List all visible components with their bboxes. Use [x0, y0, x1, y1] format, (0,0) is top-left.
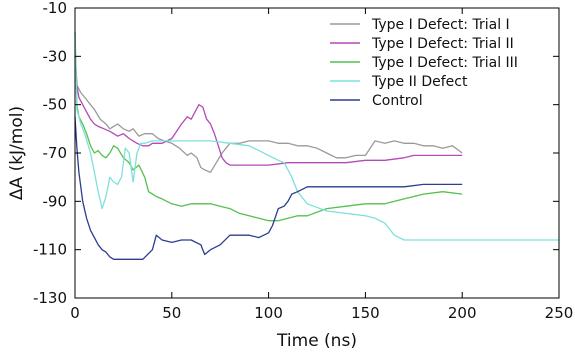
series-line-3 [74, 32, 463, 222]
x-tick-label: 0 [70, 304, 80, 322]
legend-label-1: Type I Defect: Trial I [371, 17, 510, 33]
y-tick-label: -50 [43, 96, 68, 114]
y-tick-label: -130 [33, 289, 67, 307]
series-line-2 [74, 56, 463, 166]
legend: Type I Defect: Trial I Type I Defect: Tri… [330, 17, 518, 109]
series-line-1 [74, 44, 463, 173]
series-line-4 [74, 32, 559, 241]
series-line-5 [74, 116, 463, 260]
x-tick-label: 250 [545, 304, 574, 322]
legend-label-4: Type II Defect [371, 74, 468, 90]
y-tick-label: -30 [43, 47, 68, 65]
plot-lines [74, 32, 559, 260]
x-tick-label: 150 [351, 304, 380, 322]
legend-label-5: Control [372, 93, 423, 109]
y-tick-label: -90 [43, 192, 68, 210]
y-axis-label: ΔA (kJ/mol) [7, 106, 27, 200]
y-tick-label: -10 [43, 0, 68, 17]
y-axis-ticks: -10 -30 -50 -70 -90 -110 -130 [33, 0, 559, 307]
x-tick-label: 200 [448, 304, 477, 322]
y-tick-label: -110 [33, 241, 67, 259]
x-tick-label: 100 [254, 304, 283, 322]
x-tick-label: 50 [162, 304, 181, 322]
legend-label-3: Type I Defect: Trial III [371, 55, 518, 71]
legend-label-2: Type I Defect: Trial II [371, 36, 514, 52]
y-tick-label: -70 [43, 144, 68, 162]
x-axis-label: Time (ns) [276, 331, 357, 351]
x-axis-ticks: 0 50 100 150 200 250 [70, 8, 573, 322]
